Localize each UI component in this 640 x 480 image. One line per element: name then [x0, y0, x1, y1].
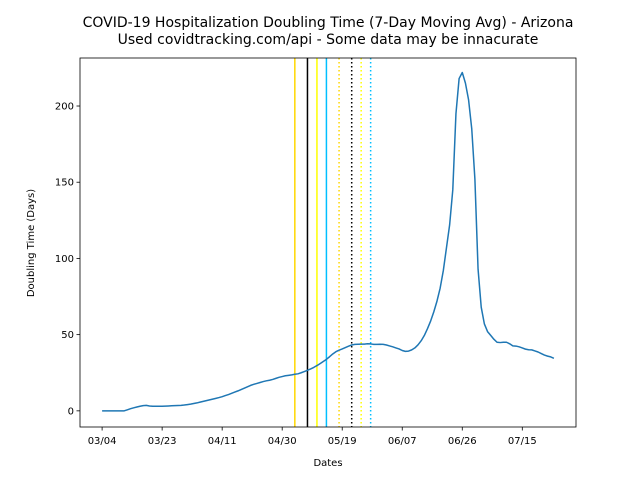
y-axis-label: Doubling Time (Days)	[26, 189, 37, 297]
x-tick-label: 04/30	[268, 436, 297, 447]
x-tick-label: 04/11	[208, 436, 237, 447]
x-tick-label: 07/15	[508, 436, 537, 447]
x-tick-label: 03/23	[148, 436, 177, 447]
y-tick-label: 150	[55, 178, 74, 189]
data-line	[102, 71, 555, 412]
y-tick-label: 200	[55, 102, 74, 113]
chart-title: COVID-19 Hospitalization Doubling Time (…	[83, 15, 574, 31]
y-tick-label: 50	[61, 330, 74, 341]
x-tick-label: 06/07	[388, 436, 417, 447]
y-tick-label: 0	[68, 406, 74, 417]
x-tick-label: 05/19	[328, 436, 357, 447]
x-tick-label: 03/04	[88, 436, 117, 447]
plot-frame	[79, 57, 577, 428]
y-tick-label: 100	[55, 254, 74, 265]
chart-subtitle: Used covidtracking.com/api - Some data m…	[118, 32, 539, 48]
x-tick-label: 06/26	[448, 436, 477, 447]
x-axis-label: Dates	[313, 458, 342, 469]
